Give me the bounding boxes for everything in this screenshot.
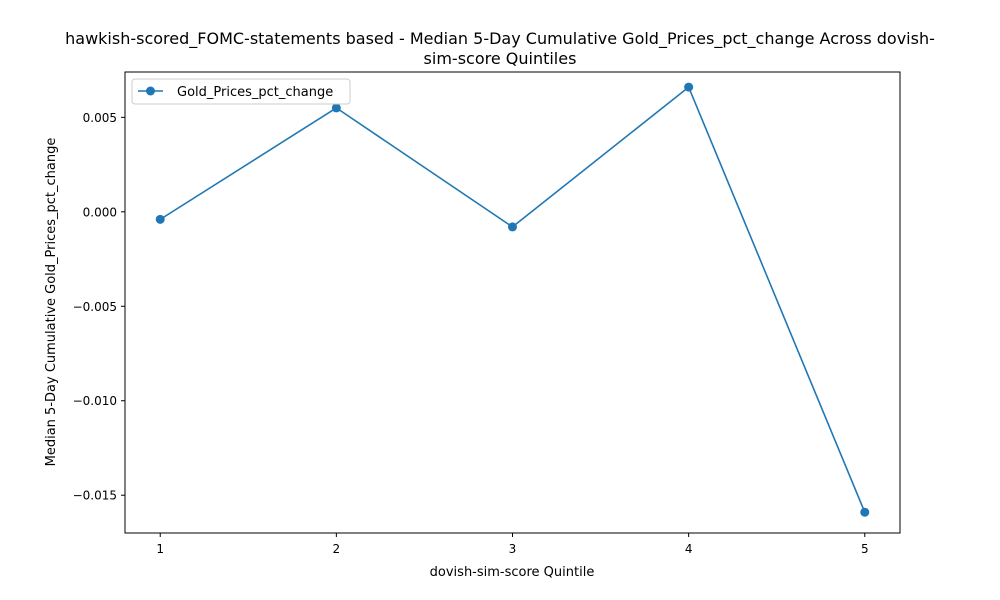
chart-title-line-1: hawkish-scored_FOMC-statements based - M… bbox=[65, 29, 935, 48]
y-tick-label: 0.000 bbox=[83, 205, 117, 219]
data-point bbox=[508, 222, 517, 232]
y-tick-label: −0.015 bbox=[73, 489, 117, 503]
plot-area-frame bbox=[124, 71, 901, 534]
data-point bbox=[155, 214, 165, 224]
y-axis-ticks: 0.005 0.000 −0.005 −0.010 −0.015 bbox=[73, 111, 125, 503]
data-point bbox=[860, 507, 870, 517]
x-tick-label: 4 bbox=[685, 542, 693, 556]
data-point bbox=[684, 82, 694, 92]
y-tick-label: −0.010 bbox=[73, 394, 117, 408]
x-tick-label: 5 bbox=[861, 542, 869, 556]
legend-box bbox=[131, 78, 351, 105]
legend: Gold_Prices_pct_change bbox=[131, 78, 351, 105]
x-tick-label: 1 bbox=[156, 542, 164, 556]
legend-marker-swatch bbox=[146, 86, 155, 96]
x-tick-label: 2 bbox=[333, 542, 341, 556]
x-axis-label: dovish-sim-score Quintile bbox=[430, 565, 595, 580]
series-line bbox=[159, 85, 866, 513]
y-tick-label: 0.005 bbox=[83, 111, 117, 125]
y-axis-label: Median 5-Day Cumulative Gold_Prices_pct_… bbox=[44, 138, 59, 467]
y-tick-label: −0.005 bbox=[73, 300, 117, 314]
x-axis-ticks: 1 2 3 4 5 bbox=[156, 533, 869, 556]
data-point bbox=[331, 103, 341, 113]
x-tick-label: 3 bbox=[509, 542, 517, 556]
legend-label: Gold_Prices_pct_change bbox=[177, 85, 333, 100]
series-layer bbox=[155, 82, 870, 517]
chart-title-line-2: sim-score Quintiles bbox=[423, 49, 577, 68]
